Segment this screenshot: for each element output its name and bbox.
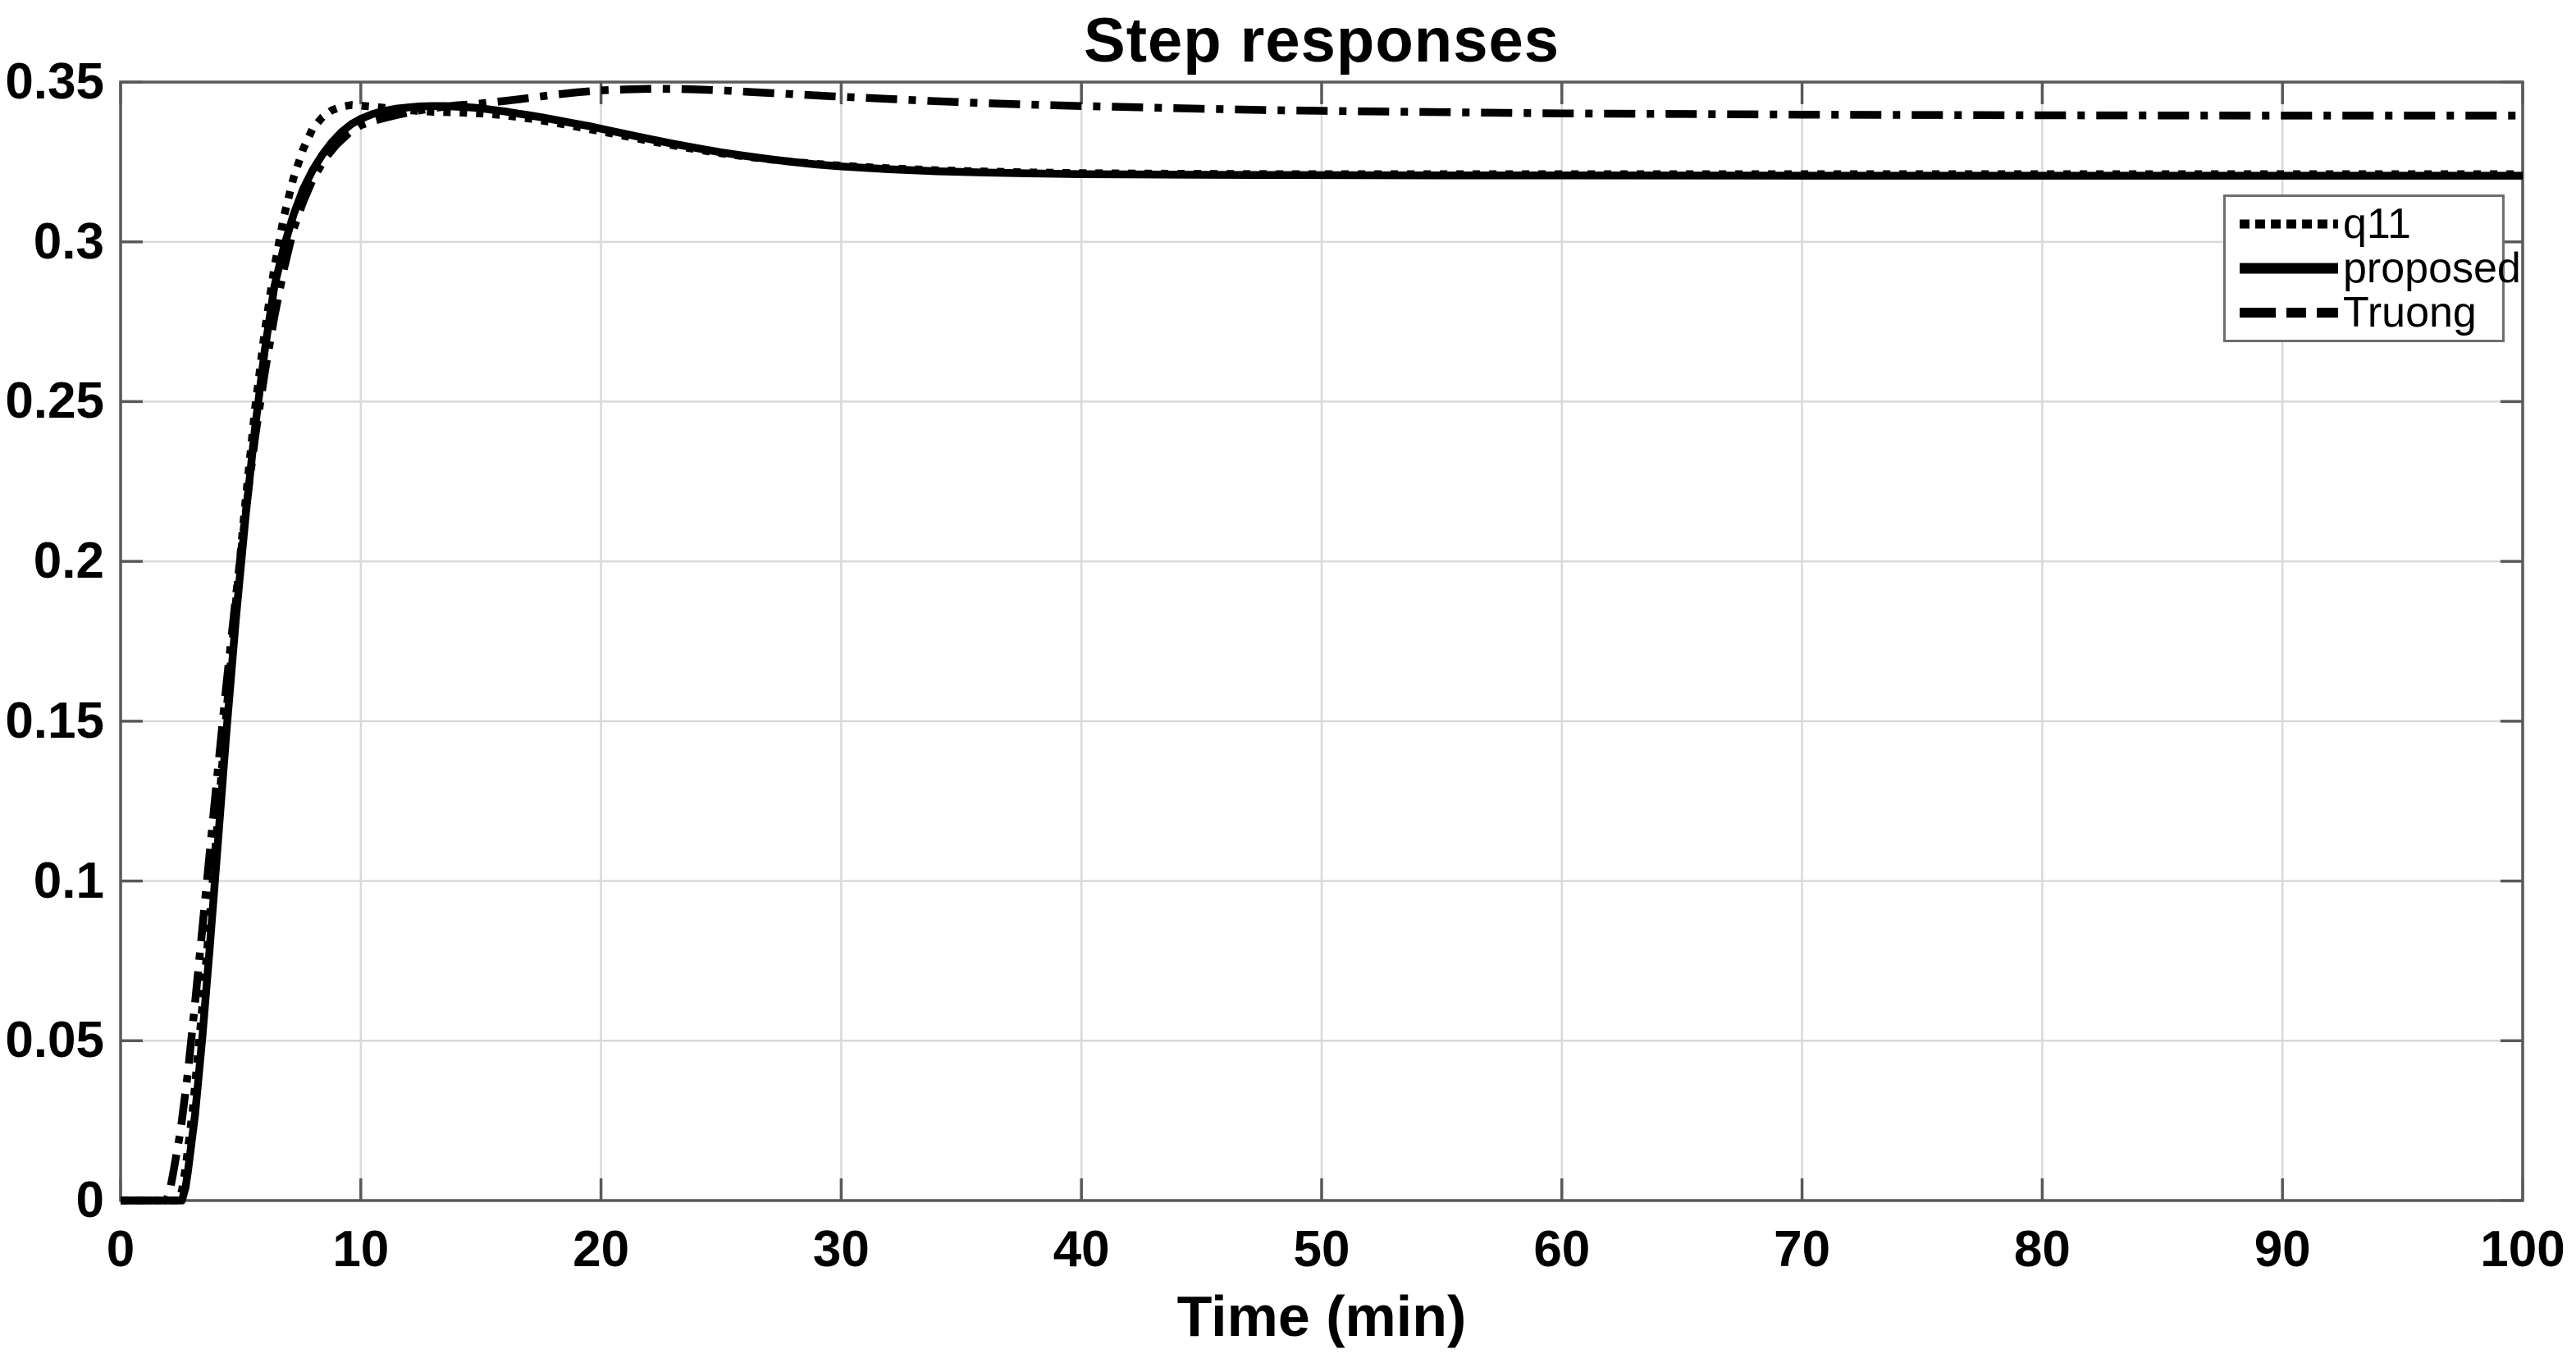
x-tick-label: 60 [1533,1221,1591,1278]
y-tick-label: 0.35 [5,53,104,110]
y-tick-label: 0.2 [33,533,104,590]
legend-label: Truong [2343,289,2477,336]
y-tick-label: 0.15 [5,692,104,749]
chart-title: Step responses [1084,6,1560,75]
y-tick-label: 0.25 [5,373,104,430]
legend-label: q11 [2343,200,2411,248]
curve-q11 [121,101,2523,1205]
x-tick-label: 30 [812,1221,870,1278]
x-tick-label: 10 [332,1221,390,1278]
y-tick-label: 0.3 [33,213,104,270]
x-axis-label: Time (min) [1176,1284,1467,1348]
x-tick-label: 70 [1774,1221,1831,1278]
legend-item-truong: Truong [2238,290,2502,335]
legend-line-sample-solid [2240,263,2338,274]
x-tick-label: 90 [2254,1221,2311,1278]
x-tick-label: 50 [1293,1221,1350,1278]
x-tick-label: 100 [2480,1221,2565,1278]
curve-Truong [121,85,2523,1205]
legend-line-sample-dotted [2240,219,2338,229]
legend-line-sample-dash-dot [2240,308,2338,318]
x-tick-label: 80 [2013,1221,2071,1278]
x-tick-label: 0 [106,1221,135,1278]
legend-label: proposed [2343,245,2521,292]
legend: q11 proposed Truong [2223,194,2521,342]
y-tick-label: 0.1 [33,852,104,909]
x-tick-label: 20 [573,1221,630,1278]
y-tick-label: 0 [75,1172,104,1228]
x-tick-label: 40 [1053,1221,1110,1278]
y-tick-label: 0.05 [5,1012,104,1069]
legend-item-q11: q11 [2238,202,2502,246]
legend-item-proposed: proposed [2238,246,2521,290]
